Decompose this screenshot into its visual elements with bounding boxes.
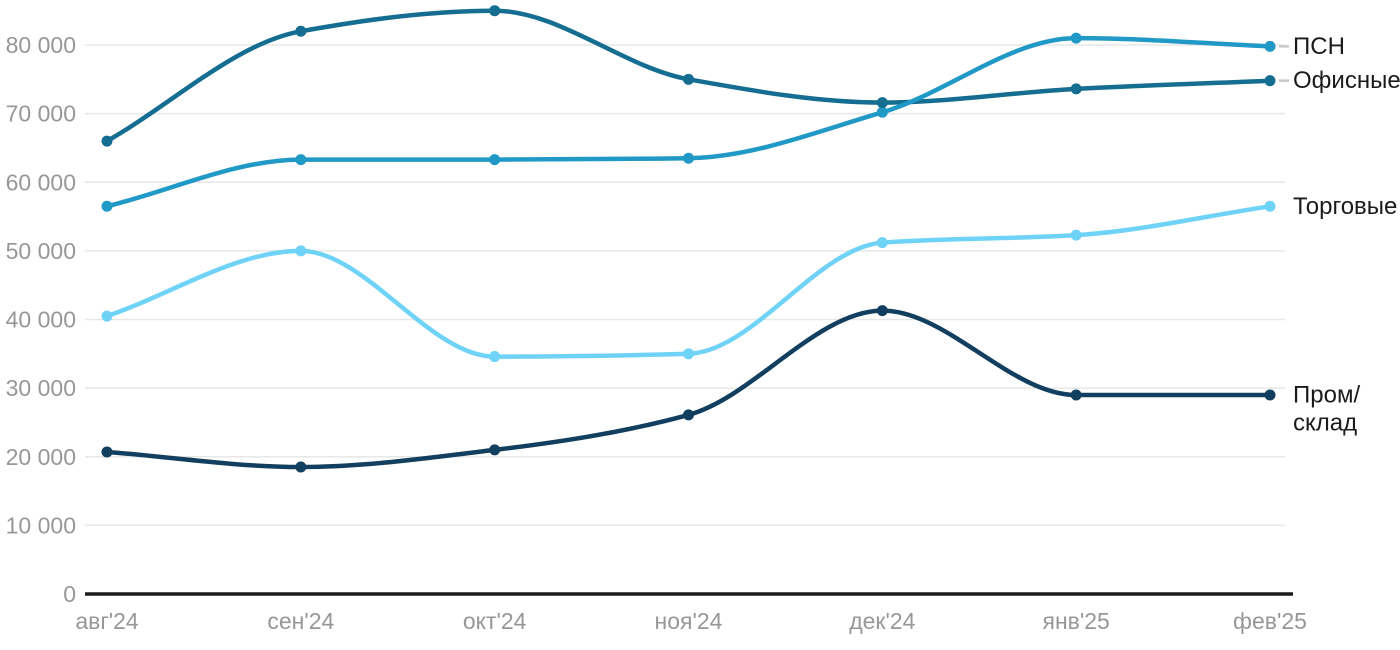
data-point-prom-sklad-4[interactable] — [876, 305, 888, 317]
x-tick-label-4: дек'24 — [849, 608, 915, 634]
y-tick-label-40000: 40 000 — [6, 307, 76, 333]
data-point-prom-sklad-2[interactable] — [489, 444, 501, 456]
y-tick-label-60000: 60 000 — [6, 169, 76, 195]
data-point-ofisnye-0[interactable] — [101, 135, 113, 147]
y-tick-label-20000: 20 000 — [6, 444, 76, 470]
series-line-torgovye — [104, 204, 1273, 359]
data-point-prom-sklad-0[interactable] — [101, 446, 113, 458]
y-tick-label-70000: 70 000 — [6, 101, 76, 127]
data-point-psn-4[interactable] — [876, 106, 888, 118]
data-point-torgovye-0[interactable] — [101, 310, 113, 322]
x-tick-label-0: авг'24 — [75, 608, 139, 634]
series-line-psn — [104, 35, 1273, 209]
data-point-psn-3[interactable] — [683, 152, 694, 164]
series-label-torgovye: Торговые — [1293, 193, 1397, 220]
series-label-prom-sklad-0: Пром/ — [1293, 381, 1360, 408]
data-point-ofisnye-5[interactable] — [1070, 83, 1082, 95]
data-point-torgovye-4[interactable] — [876, 237, 888, 249]
data-point-torgovye-5[interactable] — [1070, 229, 1082, 241]
y-tick-label-30000: 30 000 — [6, 375, 76, 401]
data-point-torgovye-6[interactable] — [1264, 200, 1276, 212]
data-point-ofisnye-6[interactable] — [1264, 75, 1276, 87]
data-point-prom-sklad-5[interactable] — [1070, 389, 1082, 401]
y-tick-label-50000: 50 000 — [6, 238, 76, 264]
x-tick-label-6: фев'25 — [1233, 608, 1307, 634]
x-tick-label-1: сен'24 — [267, 608, 334, 634]
data-point-psn-2[interactable] — [489, 154, 501, 166]
data-point-psn-0[interactable] — [101, 200, 113, 212]
data-point-prom-sklad-1[interactable] — [295, 461, 307, 473]
x-tick-label-2: окт'24 — [463, 608, 527, 634]
x-tick-label-5: янв'25 — [1042, 608, 1109, 634]
data-point-ofisnye-1[interactable] — [295, 25, 307, 37]
series-label-prom-sklad-1: склад — [1293, 409, 1357, 436]
data-point-psn-5[interactable] — [1070, 32, 1082, 44]
series-label-ofisnye: Офисные — [1293, 67, 1400, 94]
data-point-prom-sklad-3[interactable] — [683, 409, 694, 421]
data-point-torgovye-1[interactable] — [295, 245, 307, 257]
data-point-ofisnye-2[interactable] — [489, 5, 501, 17]
series-label-psn: ПСН — [1293, 33, 1345, 60]
data-point-ofisnye-3[interactable] — [683, 73, 694, 85]
data-point-ofisnye-4[interactable] — [876, 97, 888, 109]
data-point-torgovye-3[interactable] — [683, 348, 694, 360]
data-point-torgovye-2[interactable] — [489, 351, 501, 363]
data-point-psn-1[interactable] — [295, 154, 307, 166]
y-tick-label-10000: 10 000 — [6, 512, 76, 538]
x-tick-label-3: ноя'24 — [655, 608, 723, 634]
y-tick-label-0: 0 — [63, 581, 76, 607]
y-tick-label-80000: 80 000 — [6, 32, 76, 58]
data-point-prom-sklad-6[interactable] — [1264, 389, 1276, 401]
data-point-psn-6[interactable] — [1264, 40, 1276, 52]
